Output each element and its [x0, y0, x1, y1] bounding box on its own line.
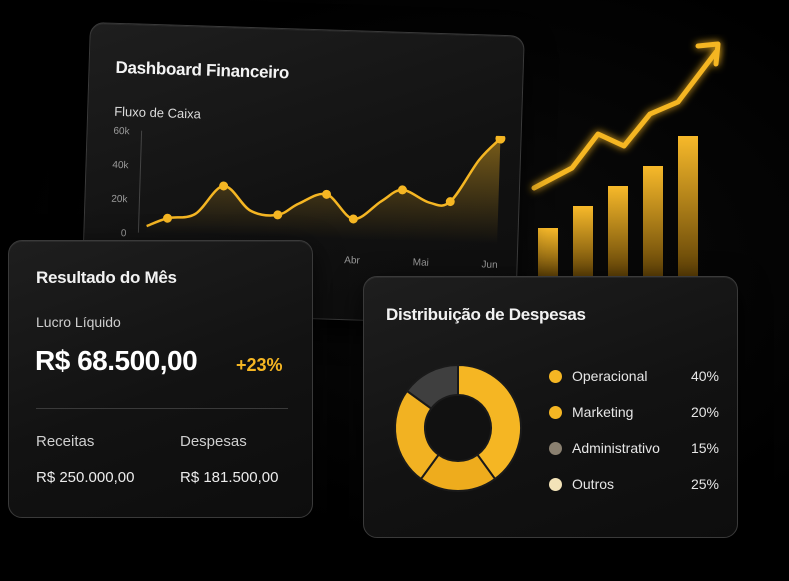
legend-dot — [549, 370, 562, 383]
growth-badge: +23% — [236, 355, 283, 375]
y-tick-label: 40k — [112, 160, 129, 172]
cashflow-point — [348, 214, 358, 224]
expense-distribution-card: Distribuição de Despesas Operacional 40%… — [363, 276, 738, 538]
cashflow-point — [163, 213, 173, 223]
monthly-result-card: Resultado do Mês Lucro Líquido R$ 68.500… — [8, 240, 313, 518]
expenses-value: R$ 181.500,00 — [180, 469, 279, 486]
growth-bar — [608, 186, 628, 280]
x-tick-label: Jun — [481, 259, 497, 271]
cashflow-area — [146, 138, 501, 244]
cashflow-point — [322, 189, 332, 199]
y-tick-label: 20k — [111, 194, 128, 206]
legend-dot — [549, 442, 562, 455]
donut-slice-operacional — [457, 363, 522, 481]
x-tick-label: Mai — [413, 257, 429, 269]
legend-percent: 40% — [690, 368, 719, 384]
legend-item-administrativo: Administrativo 15% — [549, 439, 719, 459]
y-tick-label: 60k — [113, 126, 130, 138]
revenue-value: R$ 250.000,00 — [36, 469, 135, 486]
legend-dot — [549, 478, 562, 491]
arrow-head-icon — [695, 41, 721, 67]
cashflow-point — [445, 197, 455, 207]
revenue-label: Receitas — [36, 433, 95, 450]
legend-label: Marketing — [572, 404, 634, 420]
growth-arrow-graphic — [531, 41, 721, 280]
legend-item-marketing: Marketing 20% — [549, 403, 719, 423]
growth-bar — [678, 136, 698, 280]
cashflow-point — [495, 133, 506, 144]
donut-slice-administrativo — [405, 363, 459, 410]
net-profit-label: Lucro Líquido — [36, 314, 121, 330]
cashflow-chart-title: Fluxo de Caixa — [113, 103, 202, 122]
expenses-label: Despesas — [180, 433, 247, 450]
divider — [36, 408, 288, 409]
y-axis-line — [137, 130, 143, 233]
donut-hole — [426, 396, 490, 460]
growth-bar — [573, 206, 593, 280]
legend-percent: 25% — [690, 476, 719, 492]
legend-label: Administrativo — [572, 440, 660, 456]
dashboard-title: Dashboard Financeiro — [115, 57, 290, 83]
legend-label: Outros — [572, 476, 615, 492]
net-profit-value: R$ 68.500,00 — [35, 345, 198, 376]
legend-dot — [549, 406, 562, 419]
legend-item-outros: Outros 25% — [549, 475, 719, 495]
cashflow-point — [273, 210, 283, 220]
legend-percent: 20% — [690, 404, 719, 420]
expense-distribution-title: Distribuição de Despesas — [386, 305, 586, 324]
x-tick-label: Abr — [344, 255, 361, 267]
growth-bar — [643, 166, 663, 280]
cashflow-point — [219, 181, 229, 191]
legend-percent: 15% — [690, 440, 719, 456]
result-title: Resultado do Mês — [36, 268, 177, 287]
expense-donut-chart — [394, 363, 522, 492]
growth-bar — [538, 228, 558, 280]
y-tick-label: 0 — [121, 228, 127, 239]
legend-label: Operacional — [572, 368, 648, 384]
cashflow-point — [397, 185, 407, 195]
legend-item-operacional: Operacional 40% — [549, 367, 719, 387]
growth-arrow-line — [531, 49, 719, 191]
